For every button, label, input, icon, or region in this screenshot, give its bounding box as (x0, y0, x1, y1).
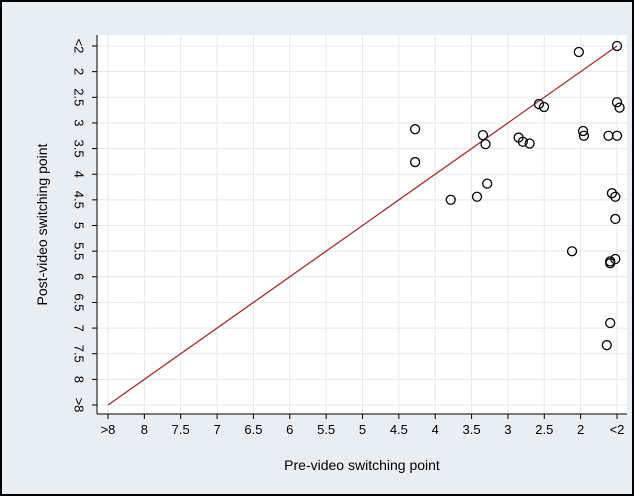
x-tick-label: <2 (610, 422, 625, 437)
y-tick-label: 3 (72, 119, 87, 126)
data-point (605, 317, 616, 329)
y-tick-label: 2 (72, 68, 87, 75)
data-point (577, 125, 589, 137)
data-point (610, 253, 621, 265)
y-tick-label: 3.5 (72, 140, 87, 158)
y-tick-label: 2.5 (72, 88, 87, 106)
x-tick-label: 4.5 (390, 422, 408, 437)
data-point (566, 246, 578, 257)
data-point (517, 136, 528, 147)
y-tick-label: 5.5 (72, 242, 87, 260)
x-tick-label: 5 (359, 422, 366, 437)
data-point (524, 138, 535, 149)
data-point (606, 188, 618, 199)
y-tick-label: 8 (72, 376, 87, 383)
data-point (578, 130, 590, 141)
data-point (482, 178, 493, 189)
y-axis-title: Post-video switching point (34, 143, 50, 305)
data-point (610, 191, 621, 202)
x-tick-label: >8 (101, 422, 116, 437)
data-point (610, 213, 621, 225)
y-tick-label: 7.5 (72, 345, 87, 363)
y-tick-label: >8 (72, 398, 87, 413)
data-point (573, 46, 584, 58)
y-tick-label: 6.5 (72, 293, 87, 311)
data-point (471, 191, 483, 202)
x-tick-label: 4 (432, 422, 439, 437)
data-point (611, 40, 623, 52)
x-tick-label: 6 (286, 422, 293, 437)
reference-line (107, 45, 618, 406)
data-point (409, 124, 421, 135)
data-point (611, 130, 623, 141)
data-point (614, 102, 625, 113)
x-tick-label: 7.5 (172, 422, 190, 437)
data-point (601, 340, 612, 351)
data-point (445, 194, 456, 205)
data-point (480, 138, 491, 150)
data-point (538, 101, 550, 113)
x-tick-label: 7 (213, 422, 220, 437)
x-tick-label: 6.5 (244, 422, 262, 437)
x-tick-label: 8 (141, 422, 148, 437)
x-tick-label: 5.5 (317, 422, 335, 437)
data-point (611, 97, 623, 108)
data-point (533, 98, 545, 110)
y-tick-label: 5 (72, 222, 87, 229)
x-tick-label: 2 (577, 422, 584, 437)
y-tick-label: 7 (72, 324, 87, 331)
y-tick-label: 4.5 (72, 191, 87, 209)
x-tick-label: 2.5 (535, 422, 553, 437)
y-tick-label: 4 (72, 171, 87, 178)
x-axis-title: Pre-video switching point (284, 457, 440, 473)
data-point (409, 156, 421, 168)
y-tick-label: 6 (72, 273, 87, 280)
y-tick-label: <2 (72, 39, 87, 54)
x-tick-label: 3 (504, 422, 511, 437)
x-tick-label: 3.5 (463, 422, 481, 437)
